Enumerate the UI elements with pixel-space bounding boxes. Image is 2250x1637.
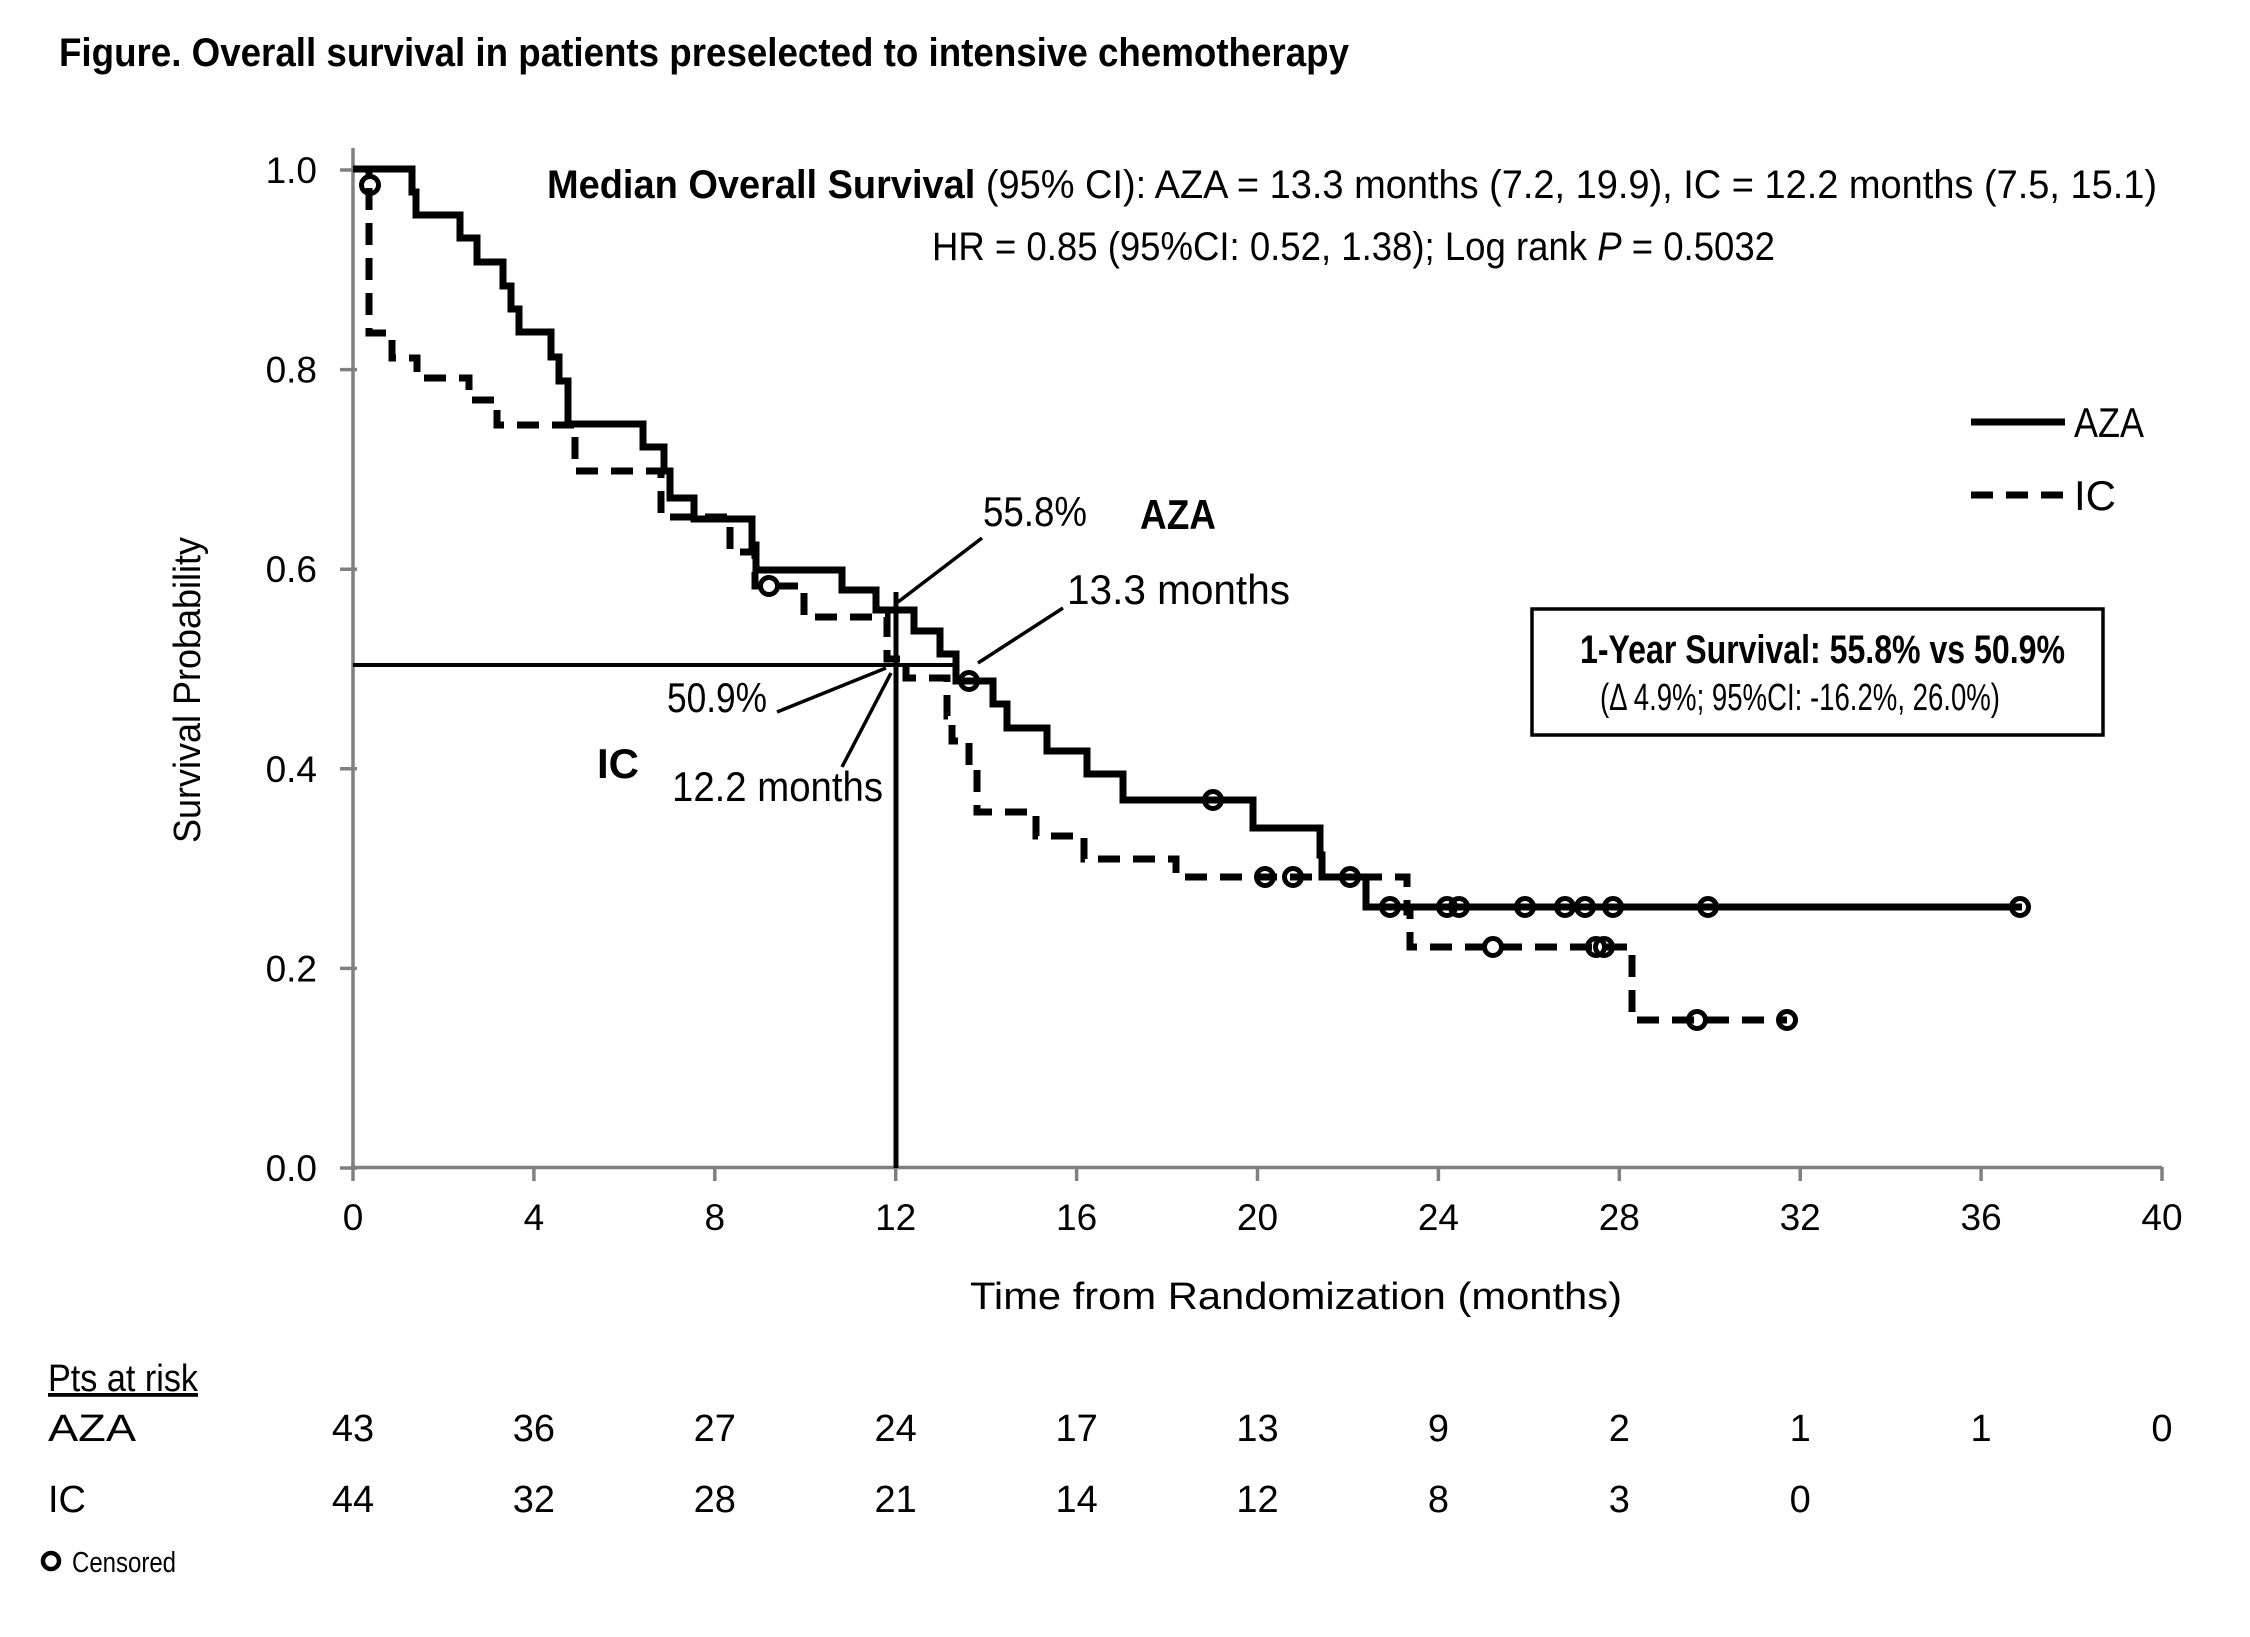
svg-text:4: 4 bbox=[524, 1197, 545, 1238]
svg-text:IC: IC bbox=[48, 1479, 86, 1521]
svg-text:12: 12 bbox=[1236, 1479, 1278, 1521]
svg-text:28: 28 bbox=[694, 1479, 736, 1521]
svg-text:8: 8 bbox=[1428, 1479, 1449, 1521]
svg-text:12.2 months: 12.2 months bbox=[672, 763, 883, 810]
svg-text:0: 0 bbox=[343, 1197, 364, 1238]
svg-text:(Δ 4.9%; 95%CI: -16.2%, 26.0%): (Δ 4.9%; 95%CI: -16.2%, 26.0%) bbox=[1600, 677, 2000, 719]
svg-text:24: 24 bbox=[875, 1408, 917, 1450]
svg-text:55.8%: 55.8% bbox=[983, 488, 1087, 535]
svg-text:0: 0 bbox=[1790, 1479, 1811, 1521]
svg-text:IC: IC bbox=[2074, 472, 2116, 519]
svg-text:13: 13 bbox=[1236, 1408, 1278, 1450]
svg-text:0.2: 0.2 bbox=[266, 948, 317, 989]
svg-text:Figure. Overall survival in pa: Figure. Overall survival in patients pre… bbox=[59, 31, 1350, 75]
svg-text:24: 24 bbox=[1418, 1197, 1459, 1238]
svg-text:AZA: AZA bbox=[2074, 399, 2144, 446]
svg-text:13.3 months: 13.3 months bbox=[1067, 566, 1290, 613]
svg-text:Pts at risk: Pts at risk bbox=[48, 1358, 199, 1400]
svg-text:0.6: 0.6 bbox=[266, 549, 317, 590]
svg-text:1-Year Survival: 55.8% vs 50.9: 1-Year Survival: 55.8% vs 50.9% bbox=[1580, 628, 2065, 672]
svg-text:27: 27 bbox=[694, 1408, 736, 1450]
svg-text:20: 20 bbox=[1237, 1197, 1278, 1238]
svg-text:AZA: AZA bbox=[1140, 491, 1216, 538]
svg-text:14: 14 bbox=[1055, 1479, 1097, 1521]
svg-text:17: 17 bbox=[1055, 1408, 1097, 1450]
svg-text:HR = 0.85 (95%CI: 0.52, 1.38);: HR = 0.85 (95%CI: 0.52, 1.38); Log rank … bbox=[932, 225, 1775, 269]
svg-text:Censored: Censored bbox=[72, 1547, 176, 1579]
svg-text:36: 36 bbox=[513, 1408, 555, 1450]
svg-text:0.8: 0.8 bbox=[266, 350, 317, 391]
svg-text:1: 1 bbox=[1971, 1408, 1992, 1450]
svg-text:9: 9 bbox=[1428, 1408, 1449, 1450]
svg-text:50.9%: 50.9% bbox=[667, 674, 767, 721]
svg-text:8: 8 bbox=[705, 1197, 726, 1238]
svg-text:Median Overall Survival (95% C: Median Overall Survival (95% CI): AZA = … bbox=[547, 163, 2157, 207]
svg-text:IC: IC bbox=[597, 740, 639, 787]
svg-text:32: 32 bbox=[1780, 1197, 1821, 1238]
svg-text:36: 36 bbox=[1961, 1197, 2002, 1238]
svg-text:32: 32 bbox=[513, 1479, 555, 1521]
svg-text:43: 43 bbox=[332, 1408, 374, 1450]
svg-text:3: 3 bbox=[1609, 1479, 1630, 1521]
svg-text:1: 1 bbox=[1790, 1408, 1811, 1450]
svg-text:44: 44 bbox=[332, 1479, 374, 1521]
svg-text:0.0: 0.0 bbox=[266, 1148, 317, 1189]
svg-text:12: 12 bbox=[875, 1197, 916, 1238]
svg-text:1.0: 1.0 bbox=[266, 150, 317, 191]
svg-text:0.4: 0.4 bbox=[266, 749, 317, 790]
svg-text:0: 0 bbox=[2151, 1408, 2172, 1450]
svg-text:16: 16 bbox=[1056, 1197, 1097, 1238]
svg-text:Time from Randomization (month: Time from Randomization (months) bbox=[970, 1276, 1622, 1318]
svg-text:28: 28 bbox=[1599, 1197, 1640, 1238]
svg-text:AZA: AZA bbox=[48, 1408, 137, 1450]
svg-text:40: 40 bbox=[2141, 1197, 2182, 1238]
svg-text:Survival Probability: Survival Probability bbox=[167, 537, 209, 843]
svg-text:2: 2 bbox=[1609, 1408, 1630, 1450]
svg-text:21: 21 bbox=[875, 1479, 917, 1521]
